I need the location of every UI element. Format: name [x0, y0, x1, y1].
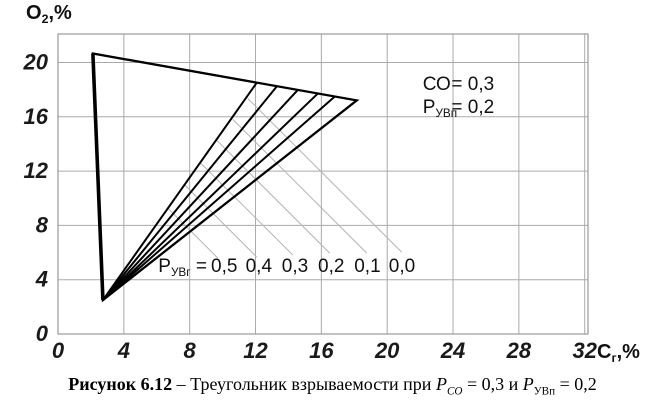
- leader-line: [216, 140, 331, 254]
- y-axis-title: О2,%: [26, 2, 72, 26]
- annotation-name: РУВп: [423, 97, 457, 120]
- caption-segment: Рисунок 6.12: [68, 374, 173, 394]
- y-tick-label: 20: [23, 50, 49, 75]
- fan-value-label: 0,4: [246, 256, 273, 277]
- y-tick-label: 8: [36, 212, 49, 237]
- triangle-left-edge: [91, 53, 105, 301]
- fan-value-label: 0,0: [389, 256, 415, 277]
- annotation-value: = 0,2: [451, 97, 494, 118]
- fan-value-label: 0,5: [211, 256, 237, 277]
- fan-value-label: 0,2: [318, 256, 344, 277]
- leader-line: [184, 184, 258, 258]
- fan-value-label: 0,3: [282, 256, 308, 277]
- y-tick-label: 4: [35, 267, 48, 292]
- caption-segment: СО: [446, 385, 463, 398]
- caption-segment: – Треугольник взрываемости при: [172, 374, 436, 394]
- x-tick-label: 0: [52, 338, 65, 363]
- x-axis-title: Сг,%: [597, 341, 640, 365]
- figure-caption: Рисунок 6.12 – Треугольник взрываемости …: [0, 374, 665, 398]
- fan-line: [102, 95, 336, 301]
- leader-line: [200, 163, 294, 256]
- annotation-name: СО: [423, 74, 451, 95]
- x-tick-label: 8: [184, 338, 197, 363]
- fan-line: [102, 85, 278, 301]
- leader-line: [167, 207, 219, 259]
- fan-line: [102, 82, 258, 301]
- x-tick-label: 32: [572, 338, 597, 363]
- caption-segment: = 0,2: [555, 374, 597, 394]
- caption-segment: P: [435, 374, 447, 394]
- fan-line: [102, 92, 319, 301]
- x-tick-label: 4: [117, 338, 130, 363]
- leader-line: [247, 98, 403, 253]
- y-tick-label: 16: [24, 104, 49, 129]
- y-tick-label: 0: [36, 321, 49, 346]
- caption-segment: = 0,3 и: [462, 374, 523, 394]
- annotation-value: = 0,3: [451, 74, 494, 95]
- x-tick-label: 20: [374, 338, 400, 363]
- x-tick-label: 12: [243, 338, 268, 363]
- fan-label-prefix: РУВг =: [158, 256, 207, 279]
- leader-line: [232, 119, 368, 254]
- fan-line: [102, 89, 299, 301]
- caption-segment: Р: [522, 374, 534, 394]
- plot-frame: [57, 33, 589, 335]
- fan-value-label: 0,1: [354, 256, 380, 277]
- x-tick-label: 16: [309, 338, 334, 363]
- x-tick-label: 24: [440, 338, 465, 363]
- caption-segment: УВп: [533, 385, 556, 398]
- x-tick-label: 28: [506, 338, 532, 363]
- y-tick-label: 12: [24, 158, 49, 183]
